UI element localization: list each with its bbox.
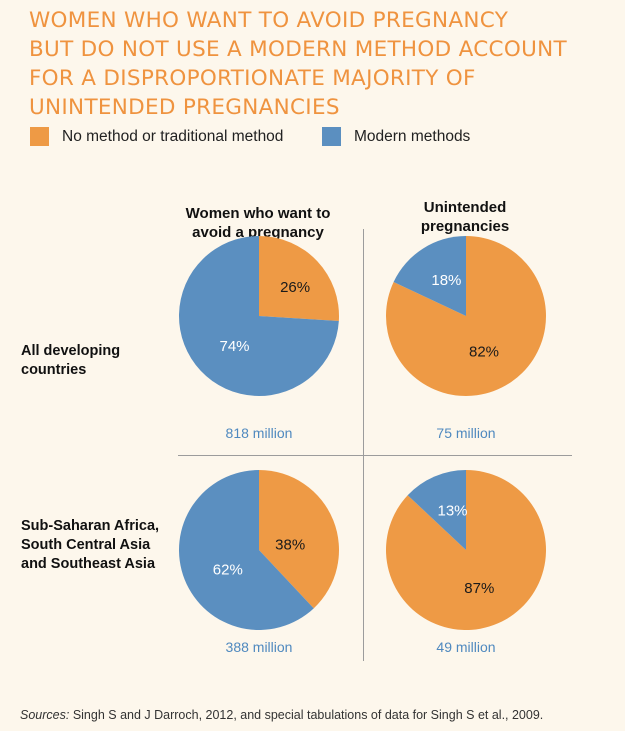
- row-label-ssa-asia: Sub-Saharan Africa, South Central Asia a…: [21, 517, 159, 574]
- row-label-line: South Central Asia: [21, 537, 151, 553]
- pie-slice: [259, 470, 339, 609]
- sources-text: Singh S and J Darroch, 2012, and special…: [69, 708, 544, 722]
- pie-chart-ssa-pregnancies: 87% 13%: [386, 470, 547, 630]
- sources-note: Sources: Singh S and J Darroch, 2012, an…: [20, 708, 620, 722]
- legend-label: No method or traditional method: [62, 127, 284, 145]
- legend-label: Modern methods: [354, 127, 471, 145]
- pie-slice-label: 26%: [280, 279, 310, 296]
- pie-slice-label: 82%: [469, 343, 499, 360]
- legend-swatch-modern: [322, 127, 341, 146]
- pie-total-label: 75 million: [436, 425, 496, 441]
- title-line: UNINTENDED PREGNANCIES: [29, 95, 340, 120]
- pie-total-label: 49 million: [436, 639, 496, 655]
- pie-slice-label: 62%: [213, 561, 243, 578]
- pie-slice-label: 18%: [431, 272, 461, 289]
- legend-item-no-method: No method or traditional method: [30, 127, 283, 146]
- pie-chart-all-pregnancies: 82% 18%: [385, 236, 546, 396]
- row-label-line: All developing: [21, 343, 121, 359]
- row-label-line: countries: [21, 362, 87, 378]
- pie-slice: [407, 470, 466, 550]
- horizontal-divider: [178, 455, 572, 456]
- column-header-line: avoid a pregnancy: [192, 224, 324, 241]
- pie-slice: [386, 470, 547, 630]
- pie-slice-label: 13%: [437, 503, 467, 520]
- pie-slice-label: 74%: [219, 338, 249, 355]
- pie-slice-label: 38%: [275, 537, 305, 554]
- column-header-pregnancies: Unintended pregnancies: [375, 198, 555, 236]
- pie-chart-all-women: 26% 74%: [178, 236, 339, 396]
- column-header-line: Unintended: [423, 199, 507, 216]
- pie-slice: [393, 236, 466, 316]
- title-line: BUT DO NOT USE A MODERN METHOD ACCOUNT: [29, 37, 567, 62]
- legend: No method or traditional method Modern m…: [0, 127, 625, 149]
- legend-swatch-no-method: [30, 127, 49, 146]
- pie-total-label: 388 million: [225, 639, 293, 655]
- pie-slice: [178, 470, 314, 630]
- pie-slice: [259, 236, 339, 322]
- title-line: WOMEN WHO WANT TO AVOID PREGNANCY: [29, 8, 509, 33]
- vertical-divider: [363, 229, 364, 661]
- row-label-all-developing: All developing countries: [21, 342, 120, 380]
- pie-chart-ssa-women: 38% 62%: [178, 470, 339, 630]
- title-line: FOR A DISPROPORTIONATE MAJORITY OF: [29, 66, 476, 91]
- column-header-line: pregnancies: [420, 218, 510, 235]
- column-header-women: Women who want to avoid a pregnancy: [158, 204, 358, 242]
- row-label-line: Sub-Saharan Africa,: [21, 518, 160, 534]
- pie-total-label: 818 million: [225, 425, 293, 441]
- row-label-line: and Southeast Asia: [21, 556, 156, 572]
- column-header-line: Women who want to: [185, 205, 331, 222]
- pie-slice: [178, 236, 339, 396]
- sources-prefix: Sources:: [20, 708, 70, 722]
- legend-item-modern: Modern methods: [322, 127, 470, 146]
- chart-title: WOMEN WHO WANT TO AVOID PREGNANCY BUT DO…: [29, 6, 609, 122]
- pie-slice-label: 87%: [464, 580, 494, 597]
- pie-slice: [385, 236, 546, 396]
